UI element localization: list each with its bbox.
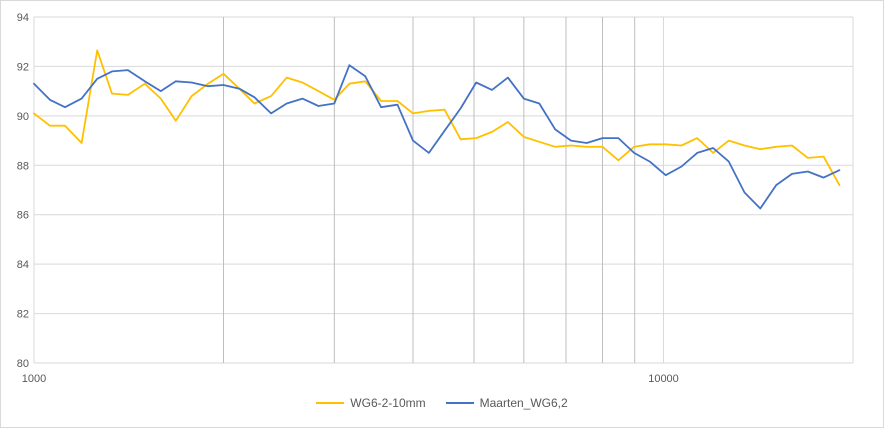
legend-label-series-1: WG6-2-10mm [350, 396, 426, 410]
y-tick-label: 88 [17, 160, 29, 172]
legend: WG6-2-10mm Maarten_WG6,2 [0, 396, 884, 410]
series-lines [33, 49, 841, 210]
legend-item-series-1: WG6-2-10mm [316, 396, 426, 410]
vertical-gridlines [33, 17, 854, 363]
y-tick-label: 90 [17, 111, 29, 123]
y-tick-label: 92 [17, 61, 29, 73]
y-tick-label: 80 [17, 358, 29, 370]
y-tick-label: 84 [17, 259, 29, 271]
y-tick-label: 86 [17, 210, 29, 222]
y-tick-label: 94 [17, 12, 29, 24]
y-tick-label: 82 [17, 309, 29, 321]
horizontal-gridlines [34, 16, 853, 364]
x-axis-tick-labels: 1000 10000 [22, 373, 679, 385]
series-line-1 [33, 49, 841, 187]
x-tick-label: 1000 [22, 373, 46, 385]
legend-swatch-series-1 [316, 402, 345, 404]
x-tick-label: 10000 [648, 373, 679, 385]
series-line-2 [33, 64, 841, 210]
legend-swatch-series-2 [445, 402, 474, 404]
legend-item-series-2: Maarten_WG6,2 [445, 396, 568, 410]
y-axis-tick-labels: 80 82 84 86 88 90 92 94 [17, 12, 29, 370]
legend-label-series-2: Maarten_WG6,2 [479, 396, 568, 410]
